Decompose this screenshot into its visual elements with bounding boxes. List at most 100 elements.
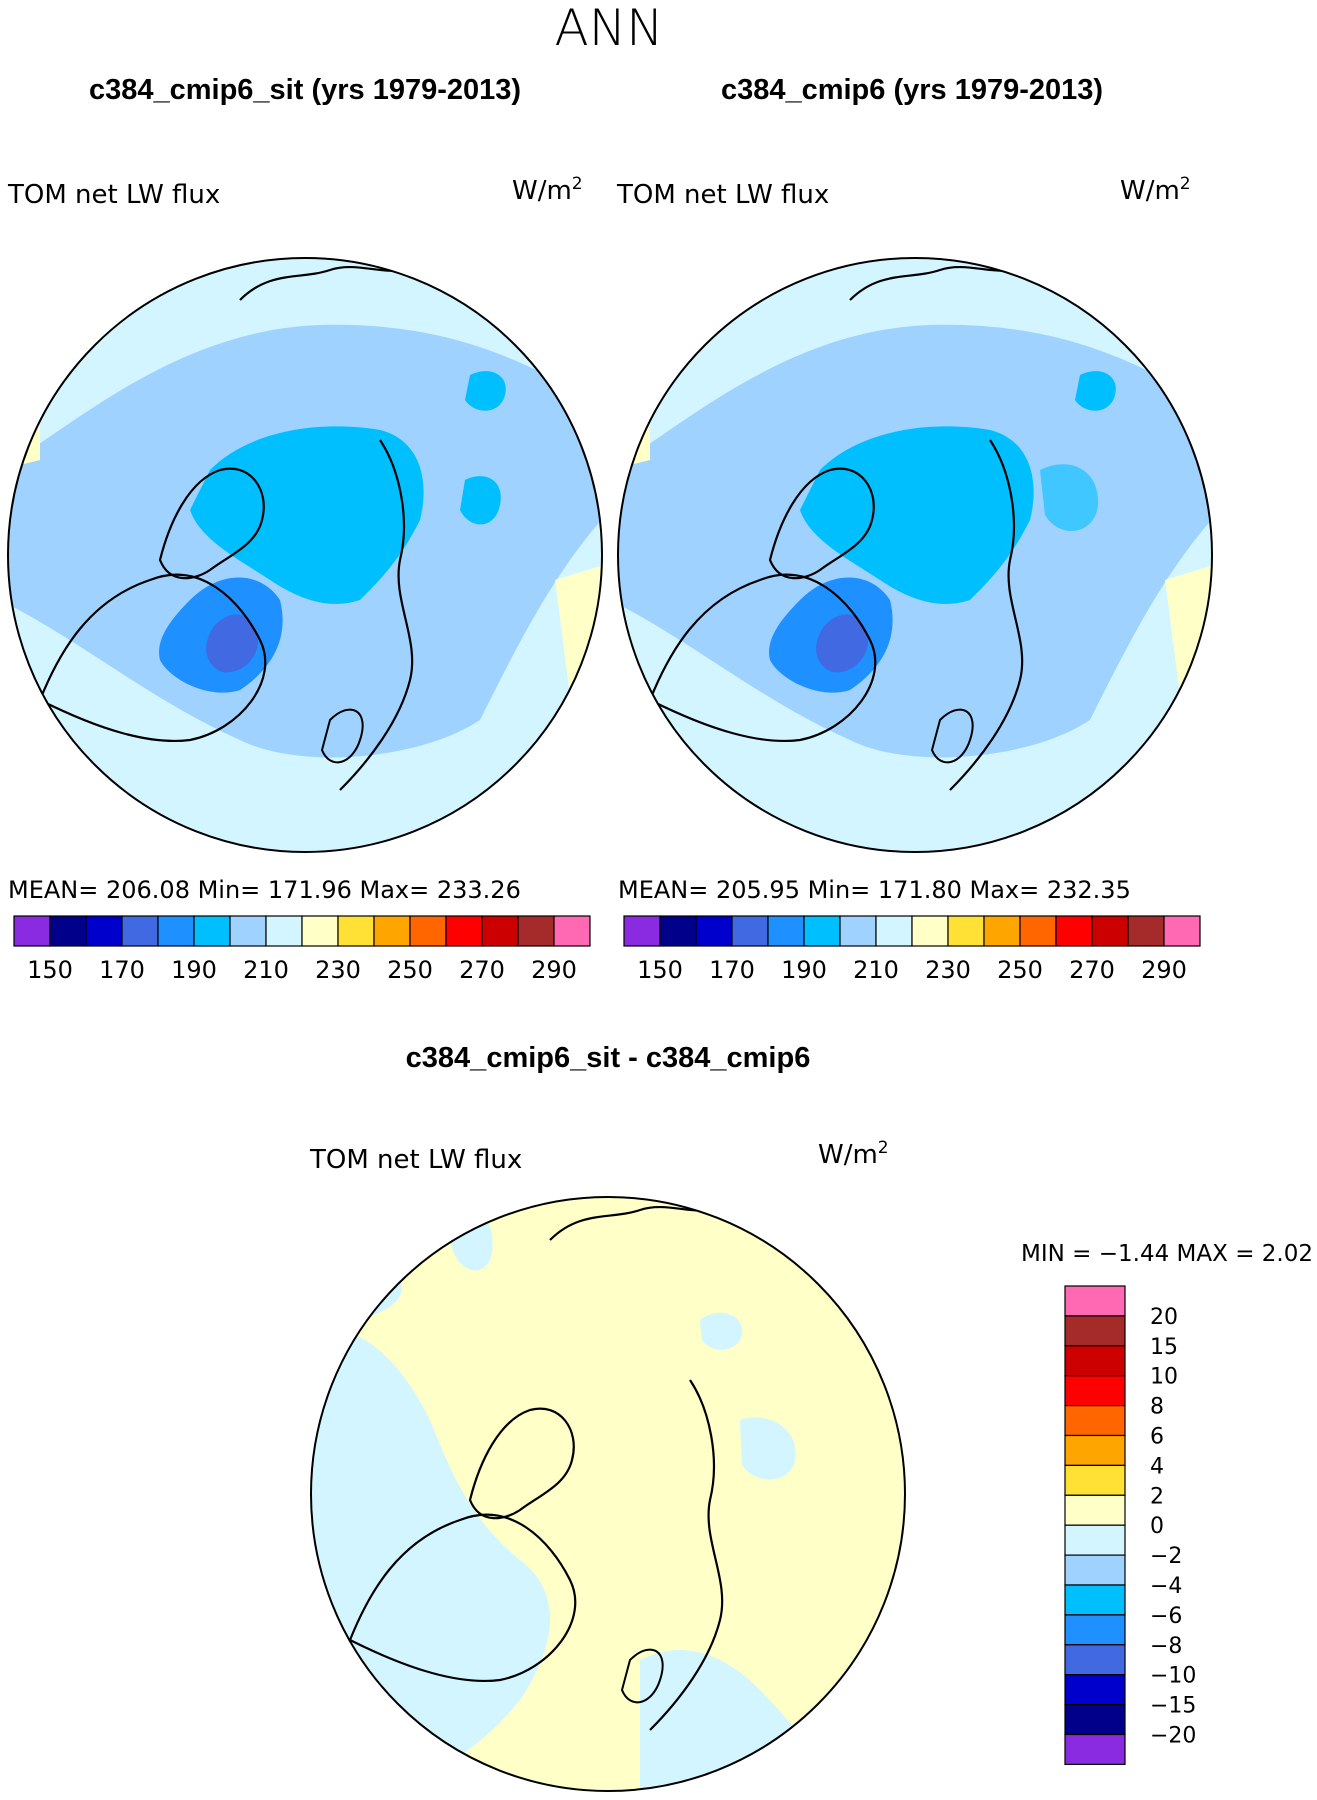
panel-left-colorbar-tick-label: 210 — [243, 956, 289, 984]
panel-right-stats: MEAN= 205.95 Min= 171.80 Max= 232.35 — [618, 876, 1131, 904]
panel-diff-title: c384_cmip6_sit - c384_cmip6 — [406, 1042, 811, 1074]
panel-right-colorbar-box — [1127, 915, 1165, 947]
panel-left-colorbar: 150 170 190 210 230 250 270 290 — [13, 915, 591, 984]
panel-diff-colorbar-label: −8 — [1150, 1634, 1182, 1659]
panel-left-stats: MEAN= 206.08 Min= 171.96 Max= 233.26 — [8, 876, 521, 904]
panel-diff-colorbar-label: 4 — [1150, 1454, 1164, 1479]
panel-diff-colorbar-box — [1064, 1674, 1126, 1706]
panel-left-colorbar-box — [121, 915, 159, 947]
panel-diff-colorbar-box — [1064, 1524, 1126, 1556]
panel-diff-units: W/m2 — [818, 1138, 889, 1170]
panel-left-colorbar-tick-label: 190 — [171, 956, 217, 984]
panel-diff-colorbar-box — [1064, 1285, 1126, 1317]
panel-right-colorbar-tick-label: 170 — [709, 956, 755, 984]
panel-diff-colorbar-box — [1064, 1345, 1126, 1377]
panel-right-colorbar-tick-label: 210 — [853, 956, 899, 984]
panel-left-colorbar-box — [229, 915, 267, 947]
panel-right: c384_cmip6 (yrs 1979-2013) TOM net LW fl… — [616, 74, 1213, 984]
panel-left-var-label: TOM net LW flux — [7, 180, 220, 210]
panel-right-colorbar-tick-label: 190 — [781, 956, 827, 984]
panel-left-colorbar-tick-label: 290 — [531, 956, 577, 984]
panel-left-colorbar-box — [85, 915, 123, 947]
panel-left-colorbar-tick-label: 150 — [27, 956, 73, 984]
panel-diff-colorbar-label: 6 — [1150, 1425, 1164, 1450]
panel-right-colorbar-box — [1091, 915, 1129, 947]
panel-right-colorbar-box — [623, 915, 661, 947]
panel-left-colorbar-tick-label: 170 — [99, 956, 145, 984]
panel-left-colorbar-ticks: 150 170 190 210 230 250 270 290 — [27, 956, 577, 984]
panel-left-colorbar-box — [265, 915, 303, 947]
panel-right-map — [618, 258, 1212, 852]
panel-diff-var-label: TOM net LW flux — [309, 1145, 522, 1175]
panel-left-colorbar-box — [409, 915, 447, 947]
panel-right-colorbar-tick-label: 230 — [925, 956, 971, 984]
panel-right-colorbar-box — [731, 915, 769, 947]
panel-right-var-label: TOM net LW flux — [616, 180, 829, 210]
panel-diff-colorbar-boxes — [1064, 1285, 1126, 1765]
panel-left-colorbar-box — [445, 915, 483, 947]
panel-left-colorbar-box — [517, 915, 555, 947]
panel-diff-colorbar-box — [1064, 1614, 1126, 1646]
panel-diff-colorbar-box — [1064, 1703, 1126, 1736]
panel-right-colorbar-box — [659, 915, 697, 947]
figure-title: ANN — [554, 0, 663, 57]
panel-diff-colorbar-label: 20 — [1150, 1305, 1178, 1330]
panel-right-colorbar-box — [1163, 915, 1201, 947]
panel-diff-colorbar-label: 8 — [1150, 1395, 1164, 1420]
panel-right-colorbar-box — [983, 915, 1021, 947]
panel-right-colorbar-tick-label: 250 — [997, 956, 1043, 984]
panel-right-colorbar-box — [839, 915, 877, 947]
panel-left-colorbar-box — [49, 915, 87, 947]
panel-right-colorbar-boxes — [623, 915, 1201, 947]
panel-right-colorbar-tick-label: 270 — [1069, 956, 1115, 984]
panel-left: c384_cmip6_sit (yrs 1979-2013) TOM net L… — [7, 74, 603, 984]
panel-diff-colorbar-box — [1064, 1375, 1126, 1407]
panel-left-colorbar-box — [481, 915, 519, 947]
panel-left-colorbar-box — [337, 915, 375, 947]
panel-diff-colorbar-box — [1064, 1554, 1126, 1586]
panel-diff-colorbar-box — [1064, 1315, 1126, 1347]
panel-right-colorbar-box — [1055, 915, 1093, 947]
panel-diff-colorbar-label: 15 — [1150, 1335, 1178, 1360]
panel-diff-colorbar-box — [1064, 1733, 1126, 1765]
panel-left-colorbar-box — [301, 915, 339, 947]
panel-diff-colorbar-box — [1064, 1404, 1126, 1437]
panel-diff-colorbar-box — [1064, 1494, 1126, 1526]
panel-left-colorbar-tick-label: 230 — [315, 956, 361, 984]
panel-diff-colorbar-label: 0 — [1150, 1514, 1164, 1539]
panel-diff: c384_cmip6_sit - c384_cmip6 TOM net LW f… — [309, 1042, 1313, 1792]
panel-left-colorbar-box — [553, 915, 591, 947]
panel-right-colorbar-ticks: 150 170 190 210 230 250 270 290 — [637, 956, 1187, 984]
panel-diff-colorbar-label: −10 — [1150, 1664, 1196, 1689]
panel-diff-colorbar-label: 2 — [1150, 1484, 1164, 1509]
panel-right-map-border — [617, 257, 1213, 853]
panel-right-units: W/m2 — [1120, 174, 1191, 206]
panel-right-colorbar-box — [911, 915, 949, 947]
panel-diff-colorbar-label: −15 — [1150, 1694, 1196, 1719]
panel-diff-map-border — [310, 1196, 906, 1792]
panel-left-title: c384_cmip6_sit (yrs 1979-2013) — [89, 74, 521, 106]
panel-left-map — [8, 258, 602, 852]
panel-right-colorbar-box — [803, 915, 841, 947]
panel-right-colorbar-tick-label: 290 — [1141, 956, 1187, 984]
panel-left-map-border — [7, 257, 603, 853]
panel-left-colorbar-box — [157, 915, 195, 947]
panel-diff-colorbar-label: −2 — [1150, 1544, 1182, 1569]
panel-right-title: c384_cmip6 (yrs 1979-2013) — [721, 74, 1103, 106]
panel-diff-colorbar-box — [1064, 1584, 1126, 1616]
panel-diff-colorbar-box — [1064, 1434, 1126, 1466]
panel-right-colorbar-tick-label: 150 — [637, 956, 683, 984]
panel-right-colorbar-box — [947, 915, 985, 947]
panel-left-colorbar-box — [373, 915, 411, 947]
panel-left-colorbar-tick-label: 270 — [459, 956, 505, 984]
panel-right-colorbar-box — [875, 915, 913, 947]
panel-left-colorbar-boxes — [13, 915, 591, 947]
panel-diff-colorbar-box — [1064, 1464, 1126, 1496]
panel-diff-colorbar-label: 10 — [1150, 1365, 1178, 1390]
panel-left-units: W/m2 — [512, 174, 583, 206]
panel-left-colorbar-box — [13, 915, 51, 947]
panel-diff-colorbar-label: −6 — [1150, 1604, 1182, 1629]
panel-diff-map — [311, 1197, 905, 1791]
panel-diff-minmax: MIN = −1.44 MAX = 2.02 — [1021, 1241, 1313, 1267]
